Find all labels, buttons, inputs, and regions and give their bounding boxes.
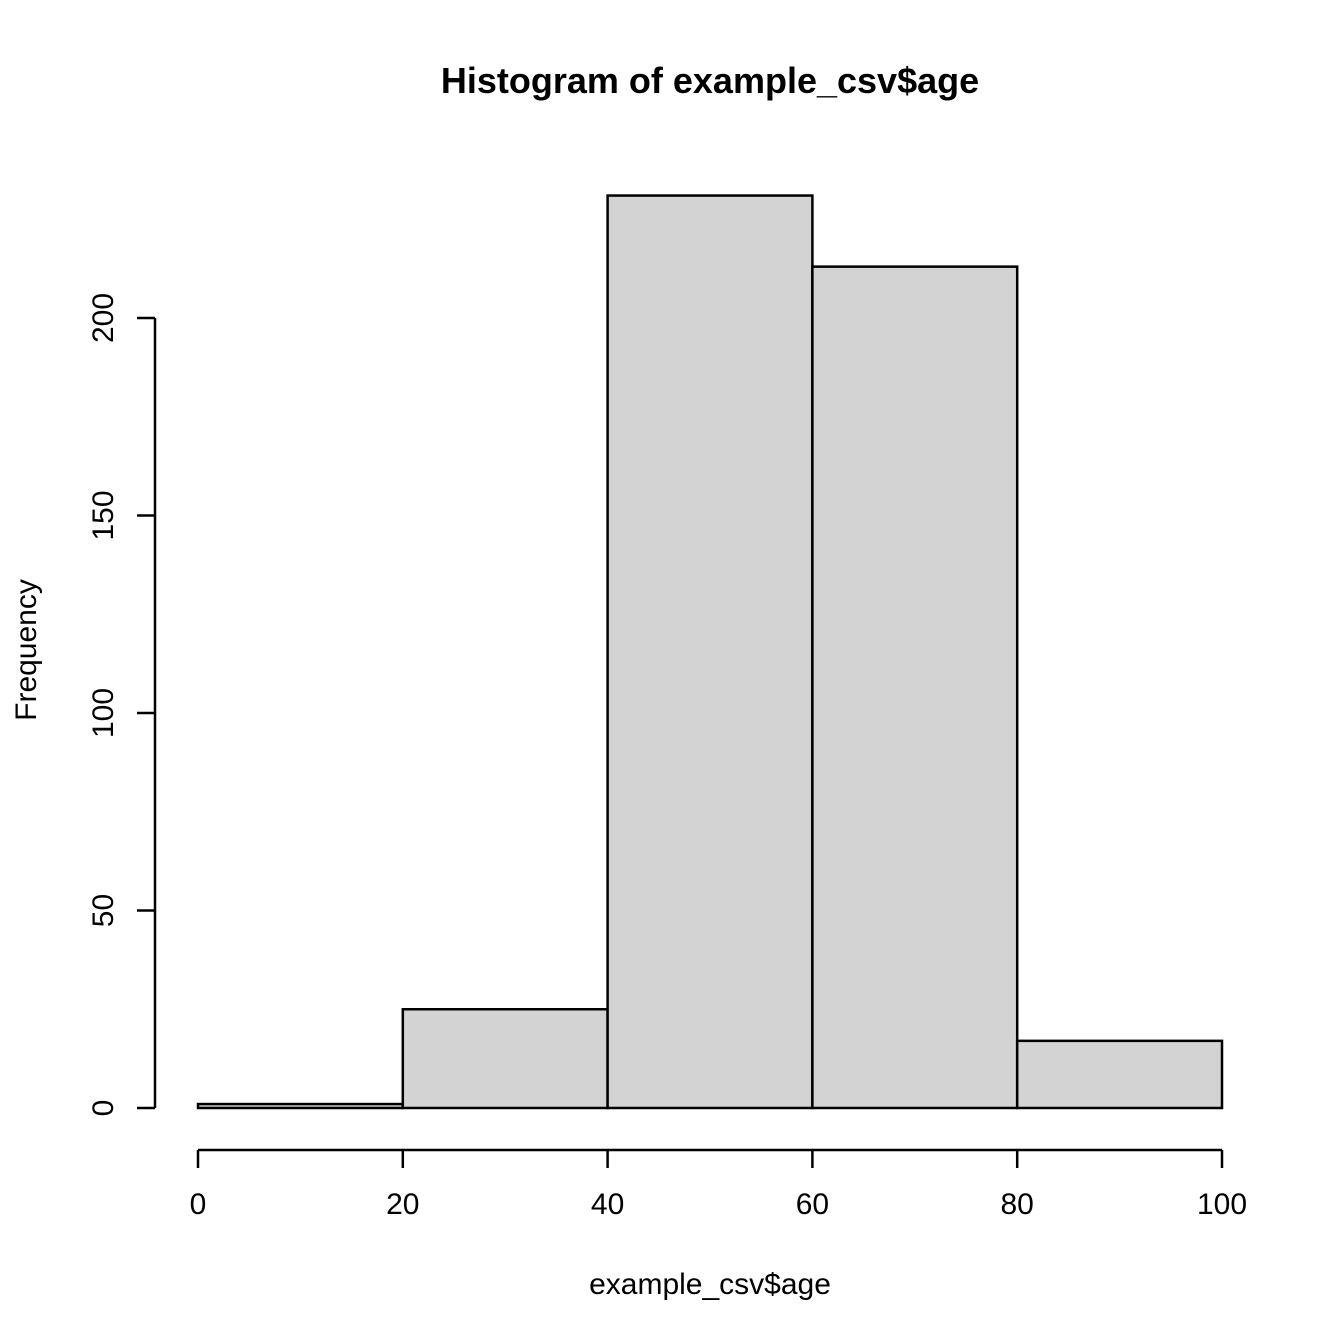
histogram-bar [811, 265, 1019, 1110]
x-tick-label: 80 [1001, 1188, 1034, 1221]
y-tick-label: 150 [87, 490, 120, 540]
histogram-bar [196, 1102, 405, 1110]
histogram-bar [1015, 1039, 1224, 1110]
x-axis-label: example_csv$age [589, 1268, 831, 1301]
histogram-bar [606, 194, 814, 1110]
y-axis-label: Frequency [10, 579, 43, 721]
y-tick-label: 200 [87, 293, 120, 343]
x-tick-label: 40 [591, 1188, 624, 1221]
y-tick-label: 0 [87, 1100, 120, 1117]
x-tick-label: 20 [386, 1188, 419, 1221]
x-tick-label: 0 [190, 1188, 207, 1221]
y-tick-label: 100 [87, 688, 120, 738]
x-tick-label: 60 [796, 1188, 829, 1221]
chart-title: Histogram of example_csv$age [440, 60, 980, 101]
x-tick-label: 100 [1197, 1188, 1247, 1221]
y-tick-label: 50 [87, 894, 120, 927]
histogram-bar [401, 1008, 609, 1110]
